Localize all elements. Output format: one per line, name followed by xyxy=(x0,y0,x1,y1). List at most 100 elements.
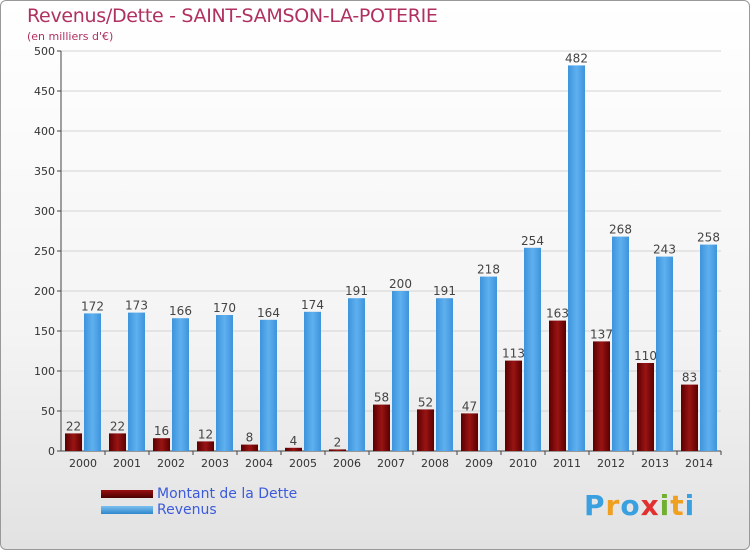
bar-revenus xyxy=(304,311,321,451)
bar-revenus xyxy=(216,315,233,451)
data-label-dette: 47 xyxy=(462,399,477,413)
data-label-dette: 22 xyxy=(110,419,125,433)
data-label-dette: 8 xyxy=(246,431,254,445)
bar-dette xyxy=(461,413,478,451)
x-tick-label: 2012 xyxy=(597,457,625,470)
data-label-dette: 137 xyxy=(590,327,613,341)
logo-letter: i xyxy=(659,489,671,522)
bar-revenus xyxy=(392,291,409,451)
data-label-revenus: 254 xyxy=(521,234,544,248)
bar-dette xyxy=(285,447,302,451)
data-label-dette: 4 xyxy=(290,434,298,448)
bar-dette xyxy=(637,363,654,451)
bar-dette xyxy=(417,409,434,451)
y-tick-label: 150 xyxy=(34,325,55,338)
x-tick-label: 2009 xyxy=(465,457,493,470)
y-tick-label: 450 xyxy=(34,85,55,98)
bar-dette xyxy=(153,438,170,451)
x-tick-label: 2005 xyxy=(289,457,317,470)
y-tick-label: 0 xyxy=(48,445,55,458)
bar-revenus xyxy=(348,298,365,451)
data-label-dette: 2 xyxy=(334,435,342,449)
data-label-revenus: 268 xyxy=(609,223,632,237)
logo-letter: P xyxy=(584,489,606,522)
x-tick-label: 2000 xyxy=(69,457,97,470)
data-label-revenus: 166 xyxy=(169,304,192,318)
y-tick-label: 50 xyxy=(41,405,55,418)
logo-letter: r xyxy=(605,489,621,522)
y-tick-label: 350 xyxy=(34,165,55,178)
data-label-revenus: 258 xyxy=(697,231,720,245)
legend-label-dette: Montant de la Dette xyxy=(157,486,298,502)
x-tick-label: 2003 xyxy=(201,457,229,470)
bar-revenus xyxy=(172,318,189,451)
data-label-dette: 12 xyxy=(198,427,213,441)
bar-dette xyxy=(65,433,82,451)
data-label-revenus: 191 xyxy=(433,284,456,298)
data-label-dette: 52 xyxy=(418,395,433,409)
bar-dette xyxy=(241,444,258,451)
data-label-revenus: 191 xyxy=(345,284,368,298)
bar-dette xyxy=(197,441,214,451)
x-tick-label: 2001 xyxy=(113,457,141,470)
bar-revenus xyxy=(524,247,541,451)
y-tick-label: 250 xyxy=(34,245,55,258)
data-label-dette: 58 xyxy=(374,391,389,405)
legend-label-revenus: Revenus xyxy=(157,502,217,518)
y-tick-label: 200 xyxy=(34,285,55,298)
bar-revenus xyxy=(612,236,629,451)
data-label-revenus: 482 xyxy=(565,51,588,65)
x-tick-label: 2013 xyxy=(641,457,669,470)
bar-dette xyxy=(549,320,566,451)
bar-dette xyxy=(505,360,522,451)
logo-letter: o xyxy=(620,489,641,522)
x-tick-label: 2010 xyxy=(509,457,537,470)
x-tick-label: 2006 xyxy=(333,457,361,470)
data-label-revenus: 170 xyxy=(213,301,236,315)
bar-revenus xyxy=(260,319,277,451)
data-label-dette: 83 xyxy=(682,371,697,385)
bar-dette xyxy=(593,341,610,451)
y-tick-label: 500 xyxy=(34,45,55,58)
logo-letter: i xyxy=(684,489,696,522)
data-label-dette: 110 xyxy=(634,349,657,363)
legend-swatch-dette xyxy=(101,490,153,498)
data-label-dette: 163 xyxy=(546,307,569,321)
bar-revenus xyxy=(568,65,585,452)
data-label-revenus: 164 xyxy=(257,306,280,320)
data-label-revenus: 243 xyxy=(653,243,676,257)
x-tick-label: 2004 xyxy=(245,457,273,470)
bar-dette xyxy=(373,404,390,451)
data-label-revenus: 174 xyxy=(301,298,324,312)
x-tick-label: 2008 xyxy=(421,457,449,470)
bar-revenus xyxy=(84,313,101,451)
bar-dette xyxy=(329,449,346,451)
logo-letter: x xyxy=(640,489,660,522)
bar-revenus xyxy=(480,276,497,451)
data-label-revenus: 173 xyxy=(125,299,148,313)
data-label-dette: 22 xyxy=(66,419,81,433)
data-label-dette: 16 xyxy=(154,424,169,438)
x-tick-label: 2014 xyxy=(685,457,713,470)
x-tick-label: 2011 xyxy=(553,457,581,470)
logo-letter: t xyxy=(670,489,685,522)
y-tick-label: 400 xyxy=(34,125,55,138)
bar-revenus xyxy=(128,312,145,451)
x-tick-label: 2007 xyxy=(377,457,405,470)
bar-revenus xyxy=(436,298,453,451)
bar-revenus xyxy=(700,244,717,451)
proxiti-logo: Proxiti xyxy=(584,489,695,522)
bar-dette xyxy=(109,433,126,451)
data-label-revenus: 172 xyxy=(81,299,104,313)
data-label-revenus: 218 xyxy=(477,263,500,277)
legend-swatch-revenus xyxy=(101,506,153,514)
chart-title: Revenus/Dette - SAINT-SAMSON-LA-POTERIE xyxy=(27,5,438,27)
data-label-dette: 113 xyxy=(502,347,525,361)
x-tick-label: 2002 xyxy=(157,457,185,470)
y-tick-label: 100 xyxy=(34,365,55,378)
bar-dette xyxy=(681,384,698,451)
bar-revenus xyxy=(656,256,673,451)
chart-subtitle: (en milliers d'€) xyxy=(27,30,114,43)
